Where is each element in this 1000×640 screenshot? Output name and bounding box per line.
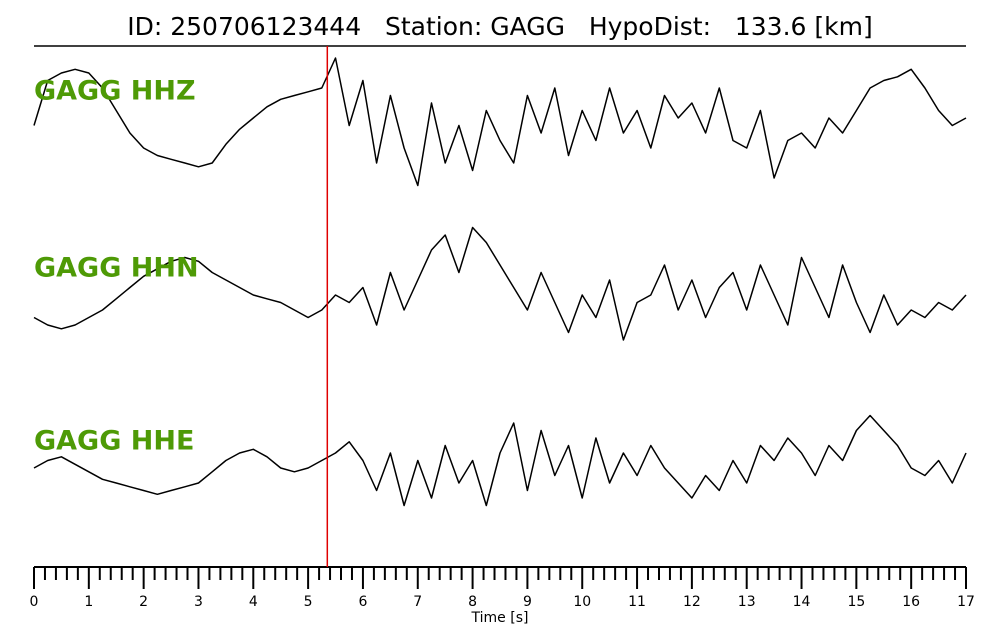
x-tick-label: 7 (413, 594, 422, 610)
x-tick-label: 10 (573, 594, 591, 610)
x-tick-label: 17 (957, 594, 975, 610)
x-tick-label: 2 (139, 594, 148, 610)
x-tick-label: 13 (738, 594, 756, 610)
x-tick-label: 3 (194, 594, 203, 610)
waveform (33, 414, 967, 507)
x-axis-label: Time [s] (471, 610, 529, 626)
x-tick-label: 4 (249, 594, 258, 610)
x-tick-label: 1 (84, 594, 93, 610)
waveform (33, 57, 967, 187)
x-tick-label: 0 (30, 594, 39, 610)
x-tick-label: 12 (683, 594, 701, 610)
trace-label: GAGG HHN (34, 253, 199, 284)
x-tick-label: 9 (523, 594, 532, 610)
x-tick-label: 5 (304, 594, 313, 610)
chart-title: ID: 250706123444 Station: GAGG HypoDist:… (127, 12, 872, 41)
x-tick-label: 8 (468, 594, 477, 610)
waveform (33, 226, 967, 341)
x-tick-label: 15 (847, 594, 865, 610)
x-tick-label: 6 (358, 594, 367, 610)
trace-label: GAGG HHZ (34, 76, 196, 107)
x-tick-label: 16 (902, 594, 920, 610)
x-tick-label: 11 (628, 594, 646, 610)
trace-label: GAGG HHE (34, 426, 194, 457)
x-tick-label: 14 (793, 594, 811, 610)
